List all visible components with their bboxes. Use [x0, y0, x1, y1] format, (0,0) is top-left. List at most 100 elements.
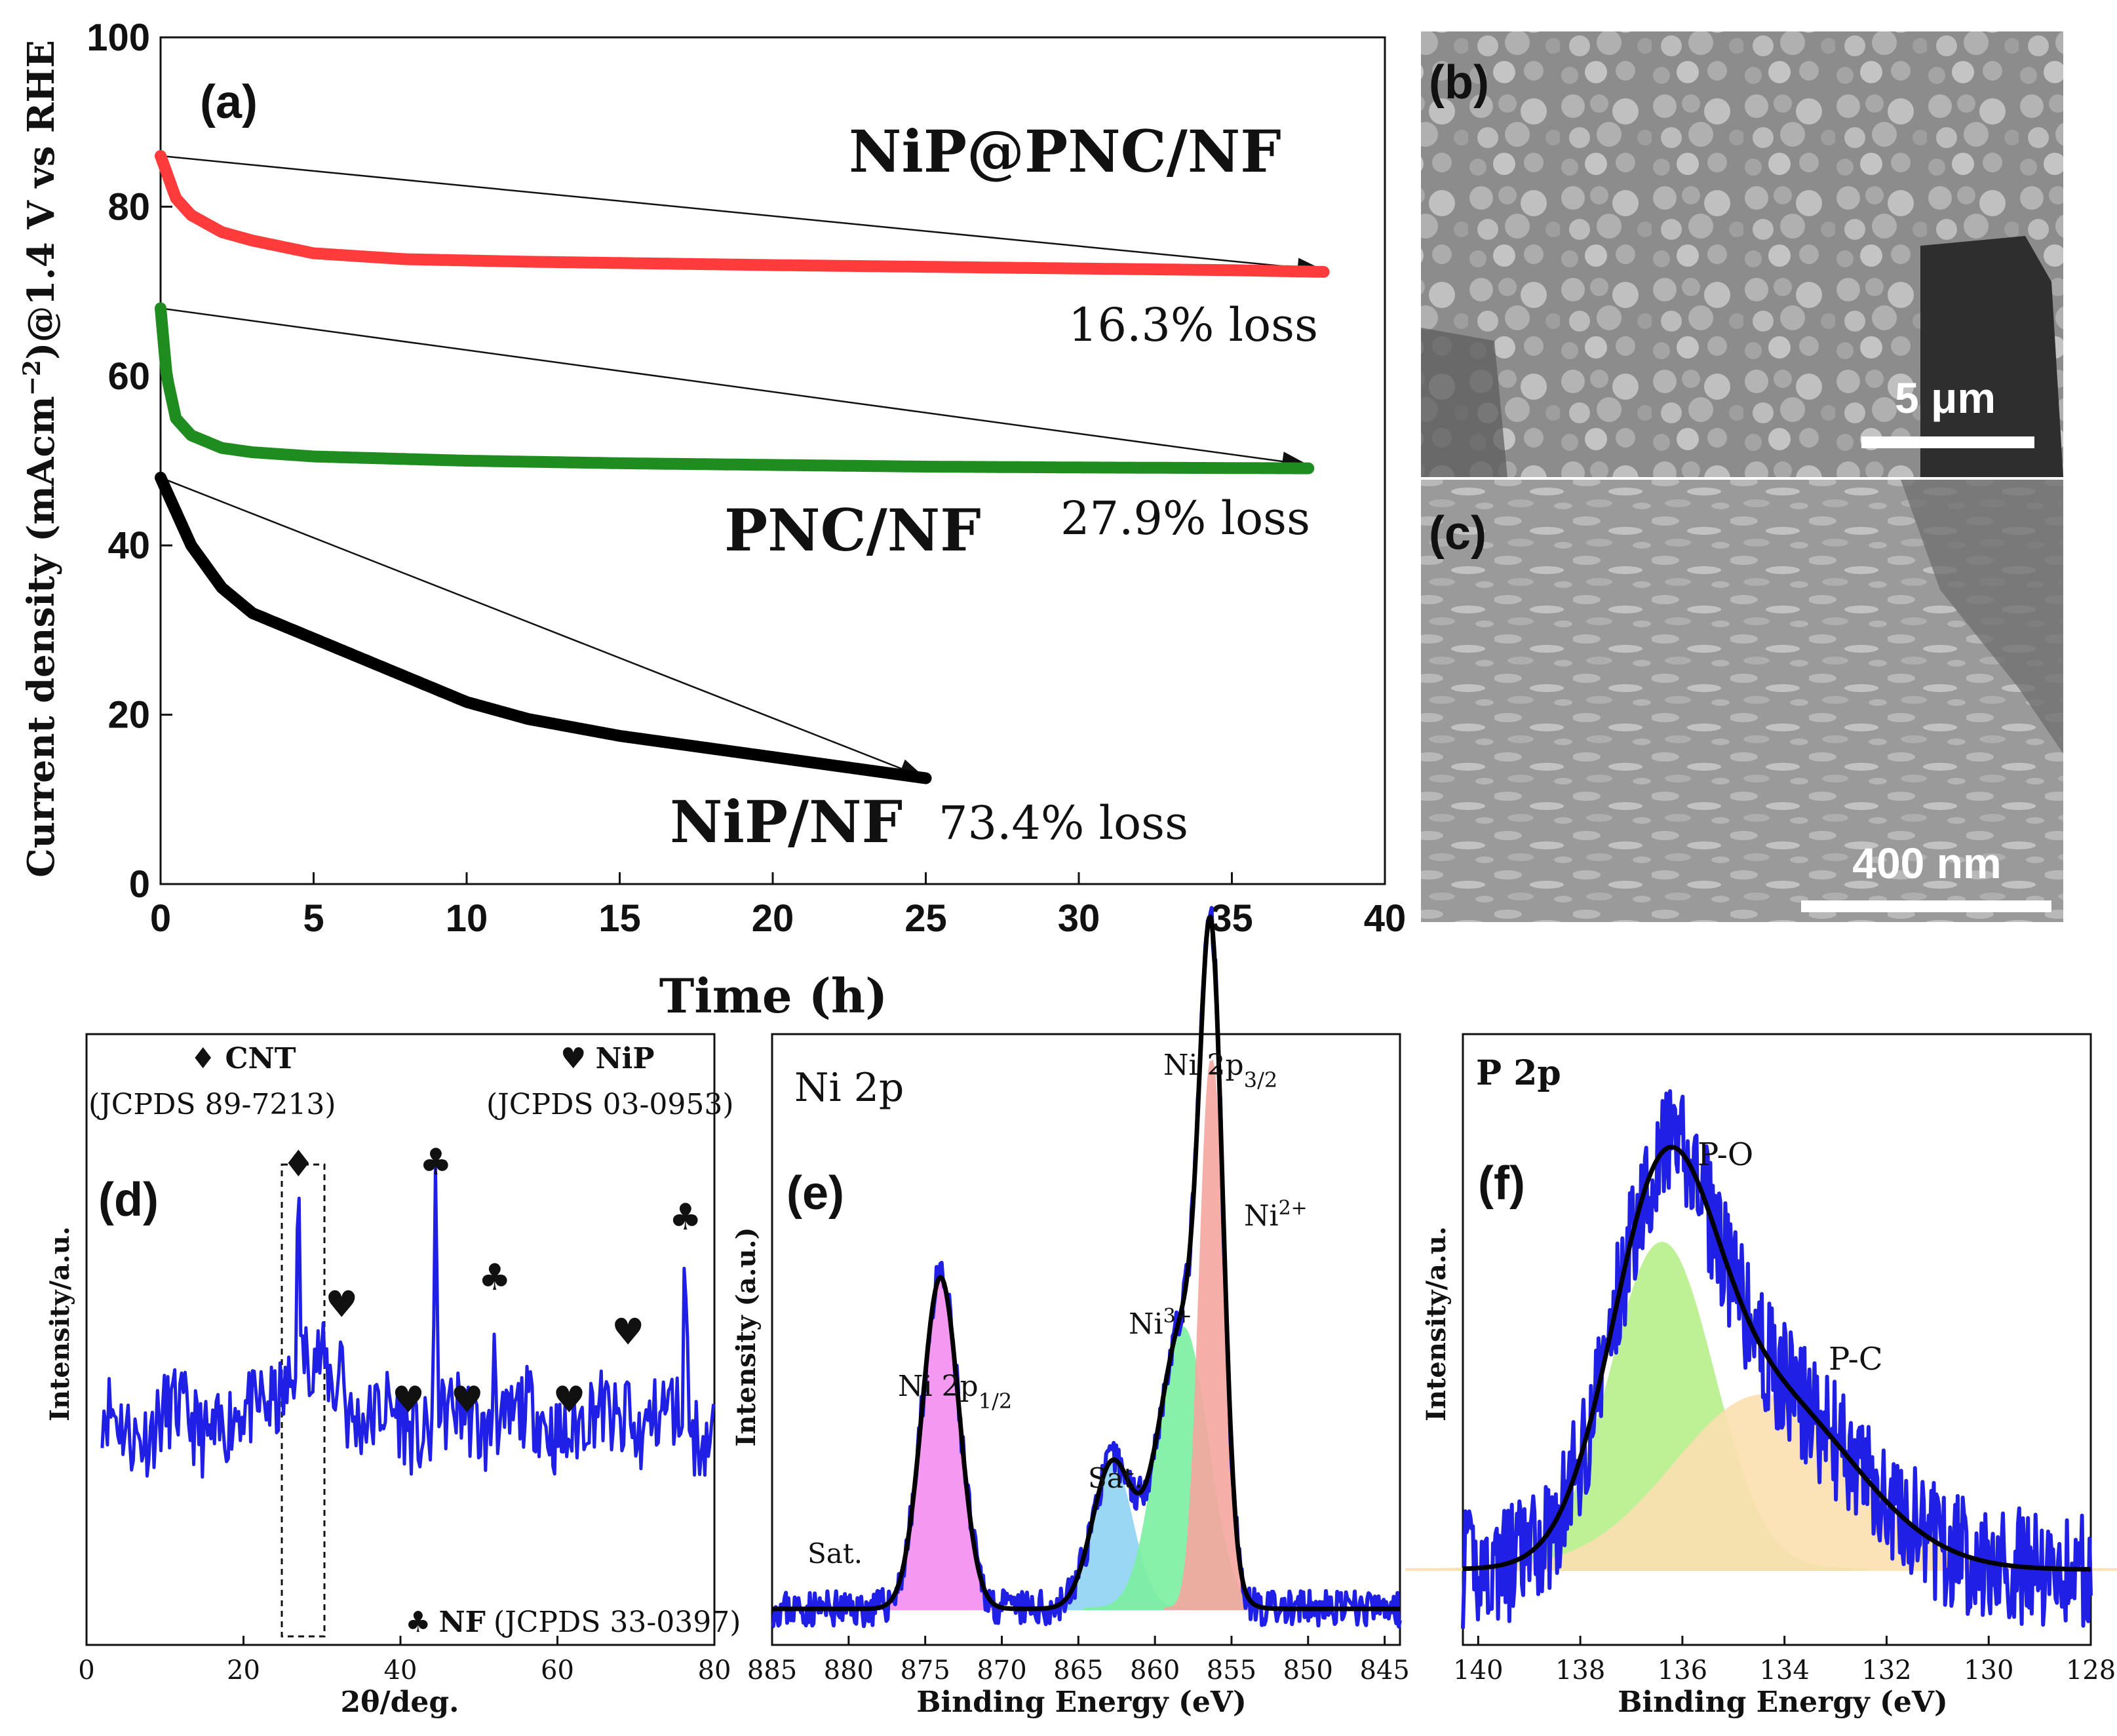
x-tick-label-35: 35 [1211, 897, 1253, 940]
xps-x-tick-label-140: 140 [1453, 1655, 1503, 1686]
loss-label-nip-pnc-nf: 16.3% loss [1068, 298, 1318, 352]
xps-x-tick-label-860: 860 [1130, 1655, 1180, 1686]
d-x-tick-label-20: 20 [227, 1655, 260, 1686]
scale-bar-c-label: 400 nm [1852, 839, 2001, 887]
panel-d-x-axis-title: 2θ/deg. [341, 1686, 459, 1719]
label-sat-main: Sat. [1088, 1462, 1143, 1494]
label-ni2p32: Ni 2p3/2 [1163, 1049, 1277, 1092]
xps-x-tick-label-880: 880 [824, 1655, 874, 1686]
x-tick-label-15: 15 [598, 897, 641, 940]
x-tick-label-25: 25 [904, 897, 947, 940]
label-ni2p12-sub: 1/2 [979, 1389, 1013, 1414]
legend-nf: ♣ NF (JCPDS 33-0397) [405, 1606, 741, 1639]
trend-line-2 [160, 476, 926, 779]
panel-b-sem-image: (b) 5 μm [1421, 31, 2063, 477]
xps-x-tick-label-138: 138 [1555, 1655, 1605, 1686]
panel-f-x-axis-title: Binding Energy (eV) [1618, 1686, 1948, 1719]
panel-d-ticks: 0 20 40 60 80 [78, 1636, 731, 1686]
panel-e-series [771, 906, 1402, 1629]
d-x-tick-label-0: 0 [78, 1655, 94, 1686]
legend-cnt-ref: (JCPDS 89-7213) [88, 1088, 336, 1121]
panel-f-ticks: 140 138 136 134 132 130 128 [1453, 1636, 2116, 1686]
d-x-tick-label-80: 80 [698, 1655, 731, 1686]
panel-f-y-axis-title: Intensity/a.u. [1421, 1226, 1452, 1421]
panel-e-axes-frame [771, 1033, 1401, 1646]
panel-e-x-axis-title: Binding Energy (eV) [916, 1686, 1247, 1719]
y-tick-label-80: 80 [107, 185, 150, 228]
label-ni2: Ni2+ [1244, 1197, 1308, 1233]
panel-f-p2p-chart: 140 138 136 134 132 130 128 P 2p (f) P-O P-C B… [1405, 1033, 2117, 1719]
panel-d-series [100, 1165, 716, 1479]
label-ni2p32-sub: 3/2 [1244, 1068, 1278, 1092]
xrd-peak-marker-5: ♣ [669, 1196, 702, 1239]
panel-f-series [1461, 1089, 2093, 1629]
xrd-peak-marker-2: ♣ [419, 1141, 452, 1184]
xrd-extra-marker-1: ♥ [451, 1379, 484, 1421]
panel-a-x-axis-title: Time (h) [659, 968, 887, 1024]
xps-raw-data-line [1461, 1089, 2093, 1629]
sem-pore-dark-region [1920, 236, 2063, 477]
panel-a-y-title-part2: )@1.4 V vs RHE [20, 40, 63, 360]
panel-d-label: (d) [98, 1174, 159, 1226]
label-sat-far: Sat. [807, 1537, 863, 1570]
series-line-pnc-nf [155, 302, 1315, 474]
y-tick-label-20: 20 [107, 694, 150, 737]
panel-e-ni2p-chart: 885 880 875 870 865 860 855 850 845 Ni 2p (e) Ni… [731, 906, 1410, 1719]
panel-f-label: (f) [1478, 1157, 1525, 1210]
legend-cnt-symbol: ♦ [190, 1042, 216, 1075]
legend-cnt: ♦ CNT [190, 1042, 296, 1075]
xps-component-ni-2p1-2 [865, 1276, 1017, 1610]
cnt-highlight-box [281, 1163, 326, 1638]
label-ni2p12-main: Ni 2p [898, 1370, 979, 1403]
d-x-tick-label-40: 40 [384, 1655, 418, 1686]
xps-x-tick-label-865: 865 [1053, 1655, 1103, 1686]
panel-a-ticks: 0 5 10 15 20 25 30 35 40 0 20 40 60 80 100 [87, 16, 1406, 940]
panel-c-sem-image: (c) 400 nm [1421, 480, 2063, 922]
series-label-nip-nf: NiP/NF [670, 788, 903, 856]
xrd-peak-marker-4: ♥ [612, 1311, 644, 1353]
x-tick-label-0: 0 [150, 897, 171, 940]
scale-bar-b-label: 5 μm [1895, 374, 1996, 422]
panel-a-label: (a) [200, 76, 258, 128]
legend-nip: ♥ NiP [560, 1042, 654, 1075]
xps-x-tick-label-128: 128 [2066, 1655, 2116, 1686]
label-ni2p32-main: Ni 2p [1163, 1049, 1244, 1082]
x-tick-label-30: 30 [1058, 897, 1100, 940]
legend-nf-ref: (JCPDS 33-0397) [494, 1606, 741, 1639]
y-tick-label-60: 60 [107, 355, 150, 398]
panel-a-y-axis-title: Current density (mAcm−2)@1.4 V vs RHE [18, 40, 63, 878]
xps-envelope-fit-line [771, 914, 1401, 1611]
xps-x-tick-label-136: 136 [1658, 1655, 1707, 1686]
panel-e-title: Ni 2p [794, 1065, 904, 1111]
xps-x-tick-label-870: 870 [977, 1655, 1026, 1686]
panel-a-y-title-sup: −2 [18, 360, 46, 396]
panel-a-stability-chart: 0 5 10 15 20 25 30 35 40 0 20 40 60 80 100 (a) NiP@PNC… [18, 16, 1406, 1024]
series-label-nip-pnc-nf: NiP@PNC/NF [849, 117, 1281, 185]
legend-nip-symbol: ♥ [560, 1042, 586, 1075]
panel-f-title: P 2p [1476, 1053, 1561, 1093]
trend-line-0 [160, 155, 1324, 271]
legend-nip-ref: (JCPDS 03-0953) [486, 1088, 733, 1121]
xps-x-tick-label-855: 855 [1207, 1655, 1256, 1686]
legend-nf-symbol: ♣ [405, 1606, 431, 1639]
xrd-pattern-line [100, 1165, 716, 1479]
xps-x-tick-label-134: 134 [1760, 1655, 1810, 1686]
sem-background-region [1901, 480, 2063, 754]
x-tick-label-40: 40 [1364, 897, 1407, 940]
panel-d-xrd-chart: 0 20 40 60 80 ♦ ♥ ♣ ♣ ♥ ♣ ♥ ♥ ♥ (d) ♦ CNT (JCPDS 89-7… [45, 1033, 741, 1719]
panel-d-peak-markers: ♦ ♥ ♣ ♣ ♥ ♣ ♥ ♥ ♥ [282, 1141, 702, 1421]
xrd-extra-marker-0: ♥ [392, 1379, 425, 1421]
legend-nf-name: NF [438, 1606, 485, 1639]
xrd-peak-marker-3: ♣ [478, 1256, 511, 1299]
label-ni2-main: Ni [1244, 1199, 1279, 1233]
scale-bar-c [1801, 900, 2051, 912]
series-line-nip-nf [155, 471, 932, 784]
xps-x-tick-label-132: 132 [1861, 1655, 1911, 1686]
label-p-c: P-C [1829, 1341, 1883, 1378]
label-p-o: P-O [1698, 1136, 1753, 1173]
loss-label-nip-nf: 73.4% loss [939, 796, 1188, 850]
x-tick-label-20: 20 [752, 897, 794, 940]
sem-shadow-region [1421, 328, 1507, 477]
panel-e-ticks: 885 880 875 870 865 860 855 850 845 [747, 1636, 1410, 1686]
series-line-nip-pnc-nf [155, 149, 1330, 278]
